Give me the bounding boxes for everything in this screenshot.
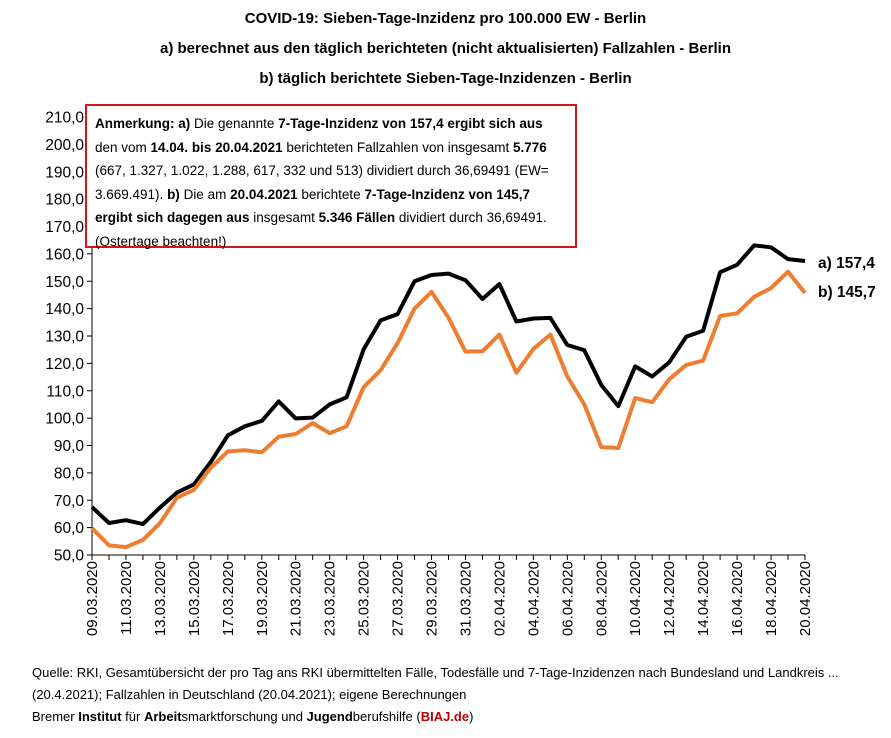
- y-tick-label: 170,0: [45, 219, 84, 236]
- y-tick-label: 200,0: [45, 137, 84, 154]
- x-tick-label: 16.04.2020: [729, 561, 746, 636]
- institute-credit: Bremer Institut für Arbeitsmarktforschun…: [32, 709, 474, 724]
- y-tick-label: 90,0: [54, 438, 85, 455]
- y-tick-label: 190,0: [45, 164, 84, 181]
- x-tick-label: 20.04.2020: [797, 561, 814, 636]
- chart-title: COVID-19: Sieben-Tage-Inzidenz pro 100.0…: [244, 10, 647, 27]
- series-end-label-1: b) 145,7: [818, 284, 876, 301]
- x-tick-label: 27.03.2020: [390, 561, 407, 636]
- series-line-0: [90, 243, 806, 527]
- x-tick-label: 14.04.2020: [695, 561, 712, 636]
- series-line-1: [90, 269, 807, 550]
- x-tick-label: 31.03.2020: [457, 561, 474, 636]
- y-tick-label: 210,0: [45, 110, 84, 127]
- note-text: berichtete: [297, 186, 365, 202]
- chart-subtitle-b: b) täglich berichtete Sieben-Tage-Inzide…: [259, 70, 632, 87]
- note-text: (667, 1.327, 1.022, 1.288, 617, 332 und …: [95, 163, 549, 202]
- y-tick-label: 130,0: [45, 329, 84, 346]
- x-tick-label: 19.03.2020: [254, 561, 271, 636]
- biaj-link: BIAJ.de: [420, 709, 470, 724]
- note-text: 5.776: [513, 139, 547, 155]
- y-tick-label: 150,0: [45, 274, 84, 291]
- x-tick-label: 17.03.2020: [220, 561, 237, 636]
- x-tick-label: 08.04.2020: [593, 561, 610, 636]
- line-chart: 50,0 60,0 70,0 80,0 90,0 100,0 110,0 120,0 130,0…: [45, 110, 876, 637]
- x-tick-label: 29.03.2020: [424, 561, 441, 636]
- note-text: 7-Tage-Inzidenz von 157,4 ergibt sich au…: [278, 116, 543, 131]
- y-tick-label: 110,0: [46, 383, 84, 400]
- annotation-box: Anmerkung: a) Die genannte 7-Tage-Inzide…: [85, 104, 577, 249]
- x-tick-label: 09.03.2020: [84, 561, 101, 636]
- x-tick-label: 12.04.2020: [661, 561, 678, 636]
- series-end-label-0: a) 157,4: [818, 255, 875, 272]
- note-text: insgesamt: [249, 210, 319, 225]
- y-tick-label: 180,0: [45, 192, 84, 209]
- x-tick-label: 11.03.2020: [118, 561, 135, 635]
- y-tick-label: 120,0: [45, 356, 84, 373]
- note-text: 7-Tage-Inzidenz von 145,7 ergibt sich da…: [95, 186, 530, 226]
- chart-subtitle-a: a) berechnet aus den täglich berichteten…: [160, 40, 731, 57]
- x-axis: 09.03.2020 11.03.2020 13.03.2020 15.03.2020…: [84, 554, 814, 636]
- note-text: 14.04. bis 20.04.2021: [150, 139, 283, 155]
- note-text: b): [167, 186, 180, 202]
- x-tick-label: 23.03.2020: [322, 561, 339, 636]
- series-end-labels: a) 157,4 b) 145,7: [818, 255, 876, 301]
- note-text: Die am: [179, 186, 231, 202]
- y-tick-label: 100,0: [45, 411, 84, 428]
- x-tick-label: 25.03.2020: [356, 561, 373, 636]
- note-text: 20.04.2021: [230, 186, 298, 202]
- y-tick-label: 160,0: [45, 246, 84, 263]
- y-tick-label: 140,0: [45, 301, 84, 318]
- note-text: 5.346 Fällen: [318, 210, 396, 225]
- x-tick-label: 04.04.2020: [525, 561, 542, 636]
- y-tick-label: 80,0: [54, 465, 85, 482]
- note-heading: Anmerkung: a): [95, 116, 191, 131]
- note-text: Die genannte: [190, 116, 279, 131]
- x-tick-label: 10.04.2020: [627, 561, 644, 636]
- x-tick-label: 15.03.2020: [186, 561, 203, 636]
- y-tick-label: 60,0: [54, 520, 85, 537]
- y-tick-label: 70,0: [54, 493, 85, 510]
- x-tick-label: 18.04.2020: [763, 561, 780, 636]
- source-footer: Quelle: RKI, Gesamtübersicht der pro Tag…: [32, 662, 882, 728]
- source-text: Quelle: RKI, Gesamtübersicht der pro Tag…: [32, 665, 839, 702]
- x-tick-label: 13.03.2020: [152, 561, 169, 636]
- x-tick-label: 02.04.2020: [491, 561, 508, 636]
- x-tick-label: 21.03.2020: [288, 561, 305, 636]
- series-lines: [90, 243, 807, 550]
- note-text: berichteten Fallzahlen von insgesamt: [282, 139, 514, 155]
- y-tick-label: 50,0: [54, 548, 85, 565]
- x-tick-label: 06.04.2020: [559, 561, 576, 636]
- note-text: dividiert durch 36,69491. (Ostertage bea…: [95, 210, 547, 249]
- note-text: den vom: [95, 139, 151, 155]
